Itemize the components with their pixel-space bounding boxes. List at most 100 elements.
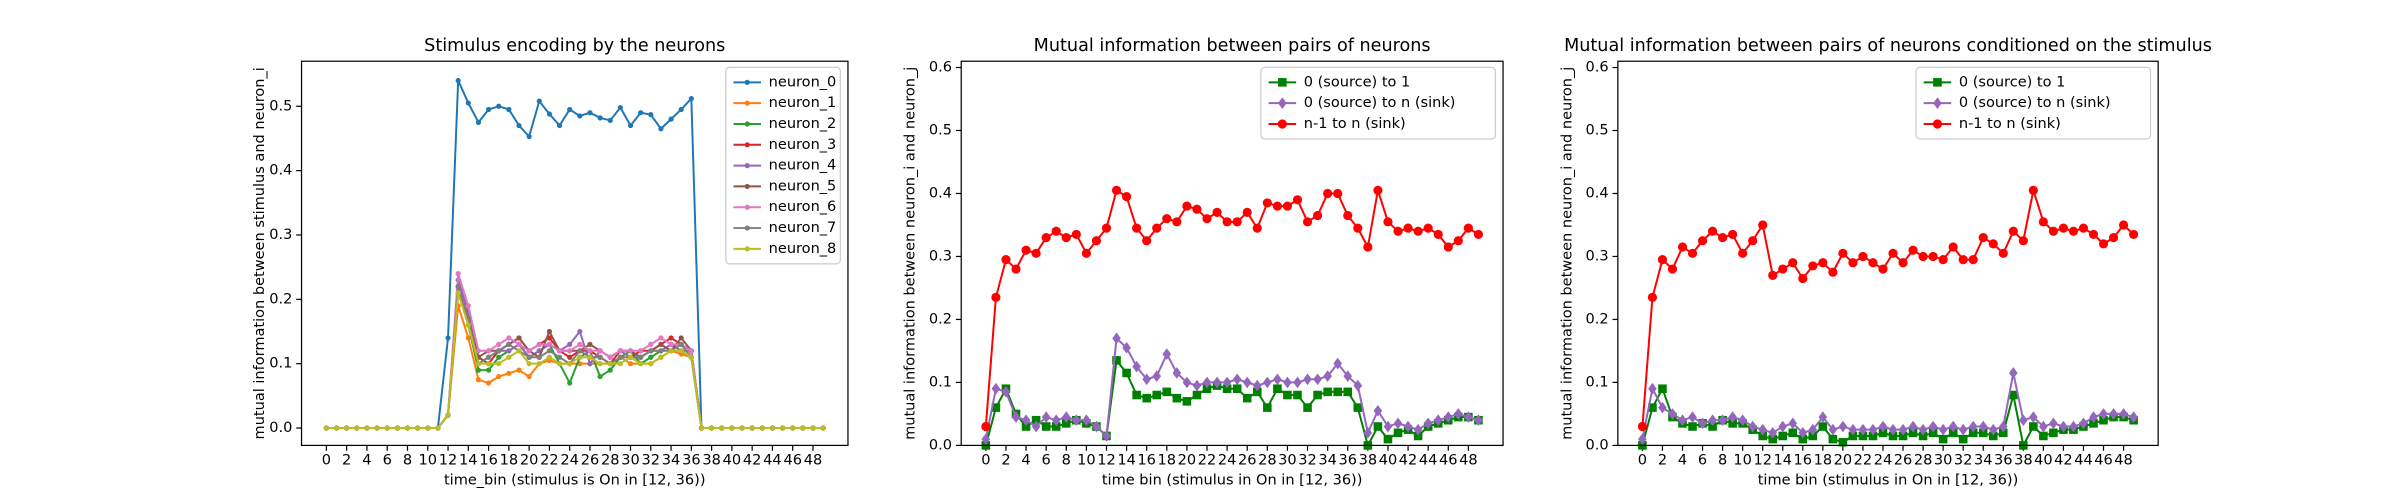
point (1283, 376, 1292, 389)
point (719, 425, 725, 431)
point (546, 348, 553, 354)
x-tick-label: 2 (342, 453, 351, 469)
point (425, 425, 431, 431)
point (2119, 408, 2128, 420)
x-tick-label: 28 (1914, 453, 1933, 469)
point (1918, 251, 1928, 262)
y-tick-label: 0.0 (1586, 437, 1609, 453)
point (658, 341, 664, 347)
point (1293, 390, 1302, 400)
point (455, 77, 461, 84)
point (506, 354, 512, 360)
legend-marker (744, 100, 750, 106)
point (759, 425, 765, 431)
point (1323, 188, 1333, 199)
point (587, 354, 593, 360)
point (496, 361, 502, 367)
point (1474, 414, 1483, 427)
x-tick-label: 18 (1814, 453, 1833, 469)
x-tick-label: 48 (1459, 453, 1478, 469)
point (567, 348, 573, 354)
point (1443, 411, 1453, 423)
point (1413, 423, 1423, 436)
x-tick-label: 22 (1854, 453, 1873, 469)
point (485, 361, 492, 367)
point (2039, 431, 2048, 441)
point (1152, 390, 1162, 400)
point (1353, 403, 1363, 412)
point (1202, 376, 1212, 389)
point (1112, 332, 1121, 345)
point (1658, 384, 1667, 394)
point (1072, 414, 1081, 427)
point (546, 341, 553, 347)
legend-label: 0 (source) to n (sink) (1959, 95, 2111, 111)
point (496, 341, 502, 347)
point (577, 113, 583, 119)
point (1998, 420, 2008, 433)
point (435, 425, 441, 431)
point (404, 425, 411, 431)
point (1898, 258, 1908, 268)
x-tick-label: 42 (1399, 453, 1418, 469)
point (1393, 428, 1403, 438)
point (536, 361, 542, 367)
point (1383, 217, 1393, 227)
x-tick-label: 34 (662, 453, 681, 469)
point (1373, 404, 1383, 417)
point (1333, 387, 1342, 397)
point (617, 354, 623, 360)
point (1453, 236, 1463, 246)
point (1273, 384, 1282, 394)
point (465, 303, 471, 309)
point (668, 116, 674, 122)
point (1988, 239, 1998, 249)
x-tick-label: 14 (1117, 453, 1136, 469)
point (658, 354, 664, 360)
point (1898, 431, 1908, 441)
point (567, 341, 573, 347)
subplot-title: Stimulus encoding by the neurons (424, 36, 725, 56)
point (1323, 387, 1332, 397)
point (1688, 411, 1697, 423)
point (485, 367, 492, 373)
point (587, 361, 593, 367)
y-tick-label: 0.5 (269, 98, 292, 114)
point (1283, 390, 1292, 400)
x-tick-label: 42 (743, 453, 762, 469)
point (1818, 258, 1828, 268)
point (1273, 373, 1282, 386)
x-tick-label: 38 (702, 453, 721, 469)
point (1051, 422, 1061, 431)
point (1051, 414, 1061, 427)
point (1172, 393, 1182, 403)
point (1192, 204, 1202, 214)
point (1798, 273, 1808, 284)
point (648, 341, 654, 347)
point (2098, 239, 2109, 249)
x-tick-label: 10 (1077, 453, 1096, 469)
point (638, 361, 644, 367)
legend-marker (744, 163, 750, 169)
legend-marker (744, 246, 750, 252)
x-tick-label: 26 (581, 453, 600, 469)
x-axis-label: time bin (stimulus in On in [12, 36)) (1758, 473, 2019, 489)
point (607, 354, 613, 360)
legend-label: neuron_8 (769, 241, 837, 257)
point (1667, 264, 1678, 274)
point (991, 292, 1001, 302)
point (1788, 417, 1798, 430)
point (1323, 370, 1332, 382)
point (1061, 411, 1071, 423)
point (1938, 255, 1948, 265)
legend-frame (1260, 66, 1497, 140)
y-tick-label: 0.1 (929, 374, 952, 390)
point (577, 348, 583, 354)
point (485, 380, 492, 386)
point (526, 361, 532, 367)
point (1928, 251, 1938, 262)
point (1808, 431, 1818, 441)
subplot: Mutual information between pairs of neur… (903, 36, 1504, 489)
series-line (1641, 386, 2134, 449)
point (668, 341, 674, 347)
